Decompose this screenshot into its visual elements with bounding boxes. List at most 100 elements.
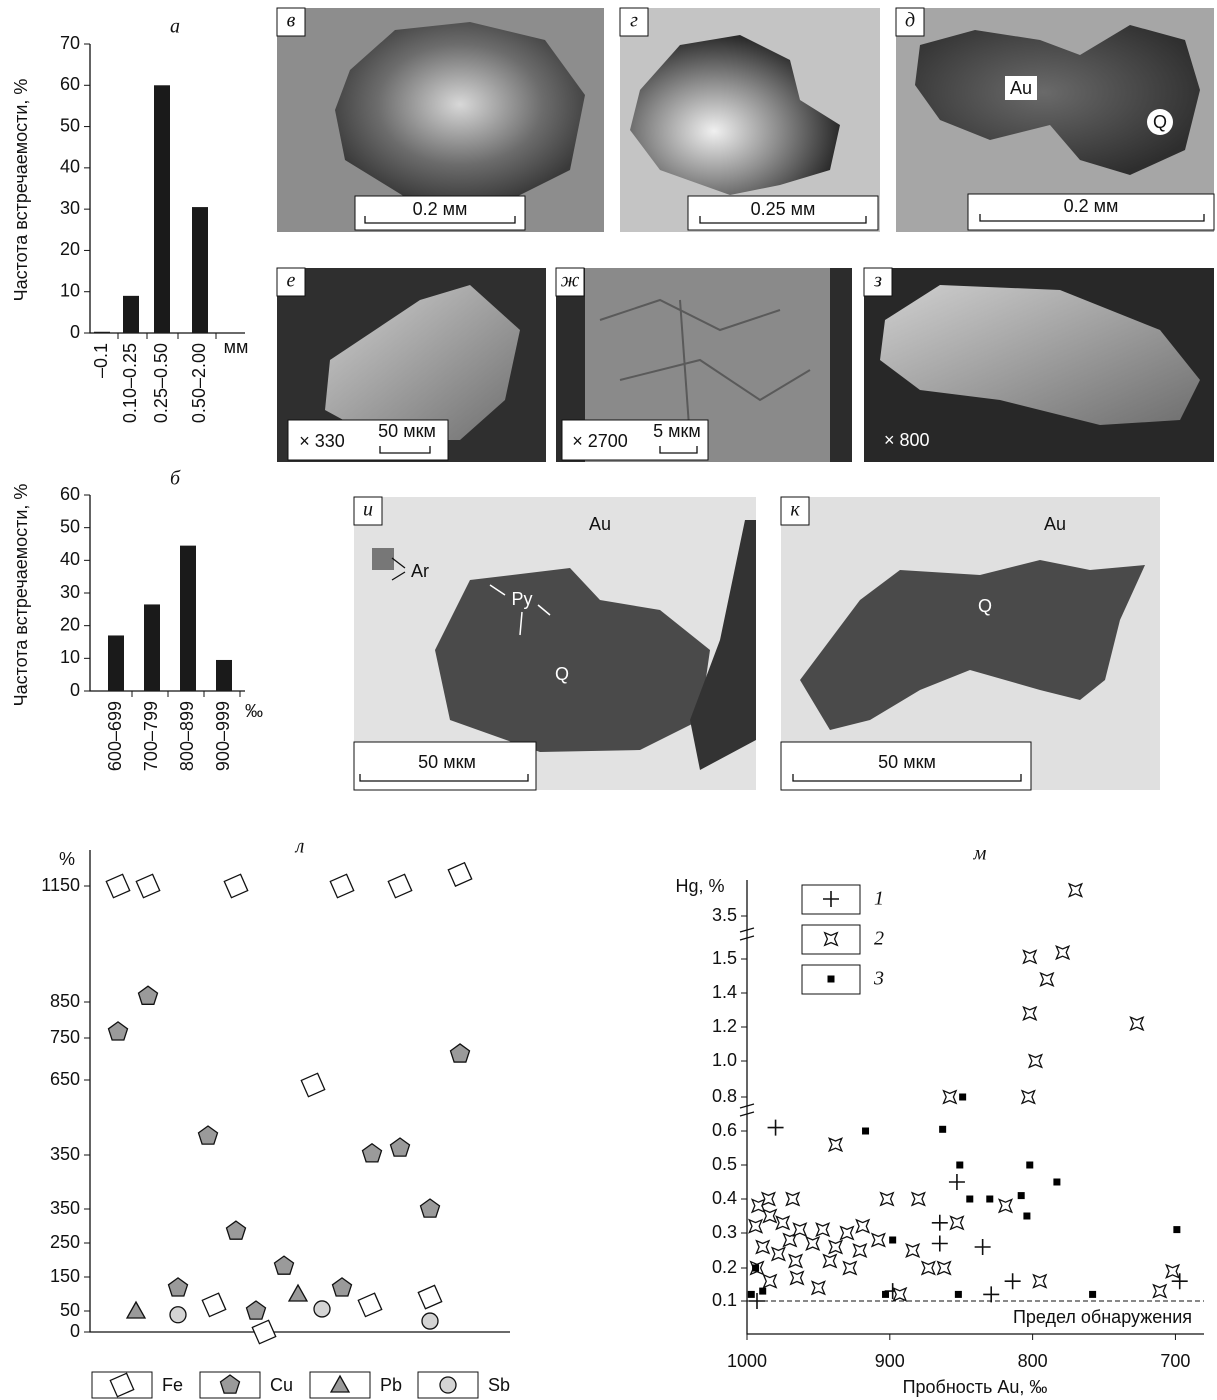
marker — [331, 1277, 353, 1297]
marker — [948, 1174, 965, 1190]
scale-box — [687, 195, 879, 231]
marker — [974, 1239, 991, 1255]
y-tick-label: 0 — [70, 322, 80, 342]
marker — [966, 1195, 974, 1203]
y-tick-label: 0.8 — [712, 1086, 737, 1106]
marker — [983, 1286, 1000, 1303]
marker — [823, 931, 839, 947]
y-tick-label: 3.5 — [712, 905, 737, 925]
marker — [949, 1215, 965, 1231]
marker — [1067, 882, 1084, 898]
marker — [1020, 1089, 1036, 1105]
scale-bar — [699, 216, 867, 224]
x-tick-label: 700 — [1160, 1351, 1190, 1371]
marker — [785, 1191, 801, 1207]
x-tick-label: 800 — [1018, 1351, 1048, 1371]
chart-title: л — [295, 836, 305, 858]
chart-title: а — [170, 16, 180, 38]
y-tick-label: 60 — [60, 484, 80, 504]
scale-bar — [659, 446, 698, 454]
panel-label: з — [873, 270, 882, 292]
grain — [880, 285, 1200, 425]
y-tick-label: 40 — [60, 157, 80, 177]
marker — [842, 1260, 858, 1276]
y-tick-label: 0.3 — [712, 1222, 737, 1242]
x-axis-unit: мм — [224, 337, 249, 357]
scale-text: 0.25 мм — [751, 199, 816, 219]
annotation: Au — [1044, 514, 1066, 534]
marker — [389, 1137, 411, 1157]
y-tick-label: 1.2 — [712, 1016, 737, 1036]
panel-label: е — [287, 270, 296, 292]
y-axis-label: % — [59, 849, 75, 869]
quartz — [435, 568, 710, 752]
marker — [892, 1286, 908, 1302]
marker — [329, 873, 355, 899]
magnification: × 800 — [884, 430, 930, 450]
x-tick-label: 900 — [875, 1351, 905, 1371]
y-tick-label: 0.5 — [712, 1154, 737, 1174]
y-tick-label: 150 — [50, 1266, 80, 1286]
y-tick-label: 1.0 — [712, 1050, 737, 1070]
marker — [357, 1292, 383, 1318]
marker — [954, 1290, 962, 1298]
marker — [105, 873, 131, 899]
marker — [1022, 949, 1038, 965]
magnification: × 330 — [299, 431, 345, 451]
marker — [762, 1208, 778, 1224]
y-tick-label: 250 — [50, 1232, 80, 1252]
marker — [137, 985, 159, 1005]
y-tick-label: 1.5 — [712, 948, 737, 968]
marker — [792, 1222, 808, 1238]
photo-panel: д Au Q 0.2 мм — [895, 7, 1215, 232]
y-tick-label: 0.2 — [712, 1257, 737, 1277]
marker — [936, 1260, 952, 1276]
marker — [135, 873, 161, 899]
x-tick-label: –0.1 — [91, 343, 111, 378]
panel-label: к — [790, 499, 800, 521]
scale-text: 50 мкм — [378, 421, 436, 441]
marker — [767, 1119, 784, 1136]
marker — [755, 1239, 771, 1255]
x-tick-label: 0.50–2.00 — [189, 343, 209, 423]
scale-text: 50 мкм — [878, 752, 936, 772]
annotation: Au — [589, 514, 611, 534]
inclusion — [372, 548, 394, 570]
y-tick-label: 30 — [60, 582, 80, 602]
marker — [245, 1300, 267, 1320]
marker — [361, 1142, 383, 1163]
annotation: Q — [1153, 112, 1167, 132]
marker — [752, 1264, 760, 1272]
x-tick-label: 700–799 — [141, 701, 161, 771]
marker — [329, 1374, 351, 1393]
marker — [788, 1253, 804, 1269]
annotation-box — [1147, 109, 1173, 135]
marker — [828, 1137, 844, 1153]
marker — [1055, 945, 1071, 961]
marker — [421, 1312, 439, 1330]
marker — [447, 861, 473, 887]
marker — [827, 975, 835, 983]
y-tick-label: 70 — [60, 33, 80, 53]
marker — [770, 1246, 786, 1262]
panel-label-box — [895, 7, 925, 37]
y-tick-label: 20 — [60, 239, 80, 259]
scale-bar — [792, 774, 1022, 782]
x-axis-unit: ‰ — [245, 701, 263, 721]
marker — [287, 1283, 309, 1302]
marker — [822, 1253, 838, 1269]
y-tick-label: 0.1 — [712, 1290, 737, 1310]
scale-bar — [364, 216, 516, 224]
y-tick-label: 60 — [60, 74, 80, 94]
marker — [775, 1215, 791, 1231]
y-tick-label: 850 — [50, 991, 80, 1011]
x-tick-label: 0.10–0.25 — [120, 343, 140, 423]
grain — [915, 25, 1200, 175]
marker — [313, 1300, 331, 1318]
y-tick-label: 1.4 — [712, 982, 737, 1002]
x-tick-label: 0.25–0.50 — [151, 343, 171, 423]
photo-panel: и Au Ar Py Q 50 мкм — [353, 496, 756, 791]
marker — [920, 1260, 936, 1276]
quartz — [800, 560, 1145, 730]
y-tick-label: 50 — [60, 516, 80, 536]
